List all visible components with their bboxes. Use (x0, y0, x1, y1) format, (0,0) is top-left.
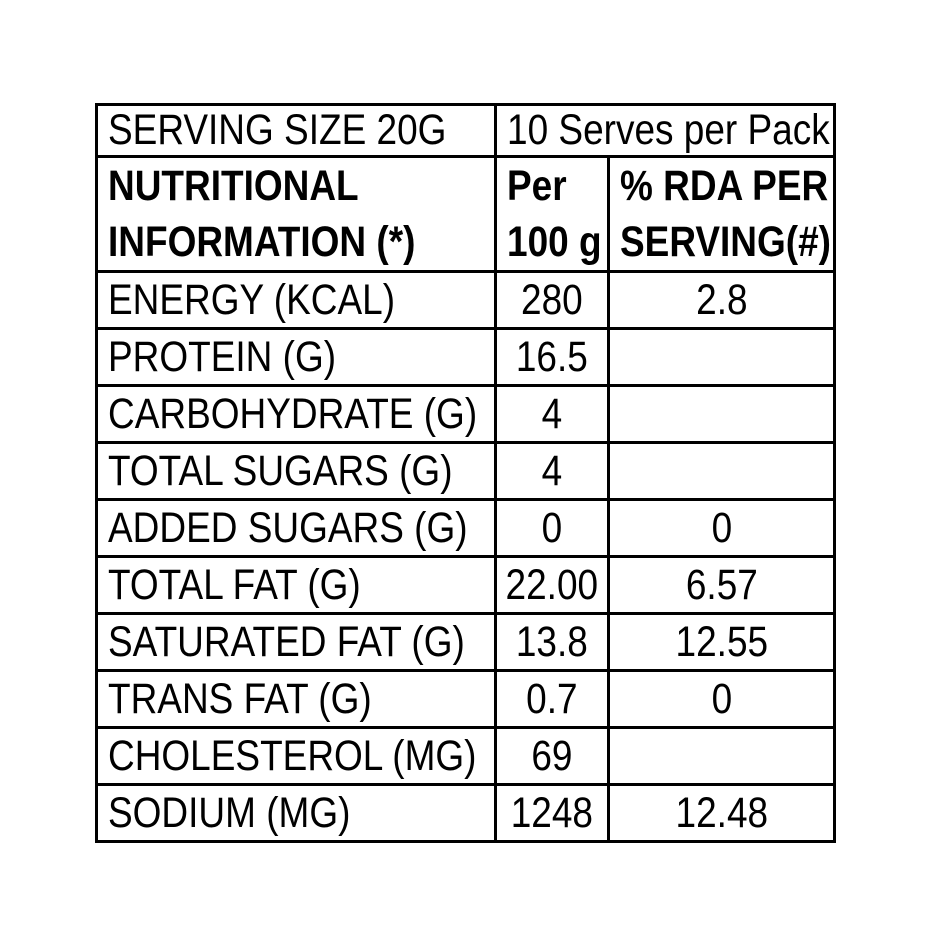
header-per-line1: Per (507, 162, 567, 210)
row-label: TOTAL SUGARS (G) (108, 446, 453, 495)
rda-value: 12.55 (675, 617, 768, 666)
per-100g-value: 69 (531, 731, 573, 780)
rda-cell: 0 (607, 498, 836, 558)
row-label: TRANS FAT (G) (108, 674, 372, 723)
table-row-carbohydrate: CARBOHYDRATE (G) 4 (95, 384, 836, 444)
rda-value: 0 (711, 503, 732, 552)
per-100g-value: 13.8 (515, 617, 588, 666)
rda-value: 12.48 (675, 788, 768, 837)
rda-cell (607, 327, 836, 387)
header-nutritional-information-cell: NUTRITIONAL INFORMATION (*) (95, 155, 497, 273)
row-label-cell: ADDED SUGARS (G) (95, 498, 497, 558)
row-label-cell: TOTAL FAT (G) (95, 555, 497, 615)
per-100g-value: 4 (541, 446, 563, 495)
per-100g-cell: 13.8 (494, 612, 610, 672)
row-label: PROTEIN (G) (108, 332, 337, 381)
row-label: CARBOHYDRATE (G) (108, 389, 478, 438)
table-row-cholesterol: CHOLESTEROL (MG) 69 (95, 726, 836, 786)
row-label-cell: TOTAL SUGARS (G) (95, 441, 497, 501)
rda-value: 6.57 (685, 560, 758, 609)
rda-cell (607, 441, 836, 501)
table-row-trans-fat: TRANS FAT (G) 0.7 0 (95, 669, 836, 729)
row-label-cell: PROTEIN (G) (95, 327, 497, 387)
row-label: SATURATED FAT (G) (108, 617, 465, 666)
serves-per-pack-text: 10 Serves per Pack (507, 106, 830, 154)
row-label: ADDED SUGARS (G) (108, 503, 468, 552)
per-100g-value: 0 (541, 503, 563, 552)
serving-size-text: SERVING SIZE 20G (108, 106, 447, 154)
per-100g-cell: 0.7 (494, 669, 610, 729)
table-row-energy: ENERGY (KCAL) 280 2.8 (95, 270, 836, 330)
header-rda-per-serving-cell: % RDA PER SERVING(#) (607, 155, 836, 273)
serves-per-pack-cell: 10 Serves per Pack (494, 103, 836, 158)
per-100g-cell: 1248 (494, 783, 610, 843)
header-info-line1: NUTRITIONAL (108, 162, 359, 210)
rda-cell: 12.55 (607, 612, 836, 672)
nutrition-table: SERVING SIZE 20G 10 Serves per Pack NUTR… (95, 103, 836, 843)
per-100g-cell: 280 (494, 270, 610, 330)
per-100g-cell: 69 (494, 726, 610, 786)
rda-cell: 6.57 (607, 555, 836, 615)
column-header-row: NUTRITIONAL INFORMATION (*) Per 100 g % … (95, 155, 836, 273)
table-row-total-sugars: TOTAL SUGARS (G) 4 (95, 441, 836, 501)
per-100g-cell: 16.5 (494, 327, 610, 387)
per-100g-value: 280 (521, 275, 583, 324)
serving-size-row: SERVING SIZE 20G 10 Serves per Pack (95, 103, 836, 158)
table-row-saturated-fat: SATURATED FAT (G) 13.8 12.55 (95, 612, 836, 672)
rda-cell: 2.8 (607, 270, 836, 330)
table-row-added-sugars: ADDED SUGARS (G) 0 0 (95, 498, 836, 558)
table-row-total-fat: TOTAL FAT (G) 22.00 6.57 (95, 555, 836, 615)
per-100g-cell: 0 (494, 498, 610, 558)
table-row-protein: PROTEIN (G) 16.5 (95, 327, 836, 387)
per-100g-cell: 4 (494, 384, 610, 444)
header-per-line2: 100 g (507, 218, 602, 266)
rda-cell: 0 (607, 669, 836, 729)
row-label: SODIUM (MG) (108, 788, 351, 837)
rda-cell (607, 726, 836, 786)
row-label-cell: CARBOHYDRATE (G) (95, 384, 497, 444)
row-label-cell: SATURATED FAT (G) (95, 612, 497, 672)
row-label: TOTAL FAT (G) (108, 560, 361, 609)
per-100g-value: 0.7 (526, 674, 578, 723)
rda-cell (607, 384, 836, 444)
per-100g-value: 1248 (510, 788, 594, 837)
per-100g-value: 16.5 (515, 332, 588, 381)
per-100g-value: 4 (541, 389, 563, 438)
per-100g-cell: 22.00 (494, 555, 610, 615)
header-info-line2: INFORMATION (*) (108, 218, 416, 266)
header-rda-line2: SERVING(#) (620, 218, 831, 266)
row-label-cell: CHOLESTEROL (MG) (95, 726, 497, 786)
header-rda-line1: % RDA PER (620, 162, 829, 210)
per-100g-cell: 4 (494, 441, 610, 501)
row-label: ENERGY (KCAL) (108, 275, 396, 324)
table-row-sodium: SODIUM (MG) 1248 12.48 (95, 783, 836, 843)
rda-value: 2.8 (695, 275, 748, 324)
header-per-100g-cell: Per 100 g (494, 155, 610, 273)
row-label-cell: TRANS FAT (G) (95, 669, 497, 729)
row-label-cell: SODIUM (MG) (95, 783, 497, 843)
row-label: CHOLESTEROL (MG) (108, 731, 477, 780)
serving-size-cell: SERVING SIZE 20G (95, 103, 497, 158)
row-label-cell: ENERGY (KCAL) (95, 270, 497, 330)
rda-cell: 12.48 (607, 783, 836, 843)
per-100g-value: 22.00 (505, 560, 599, 609)
rda-value: 0 (711, 674, 732, 723)
